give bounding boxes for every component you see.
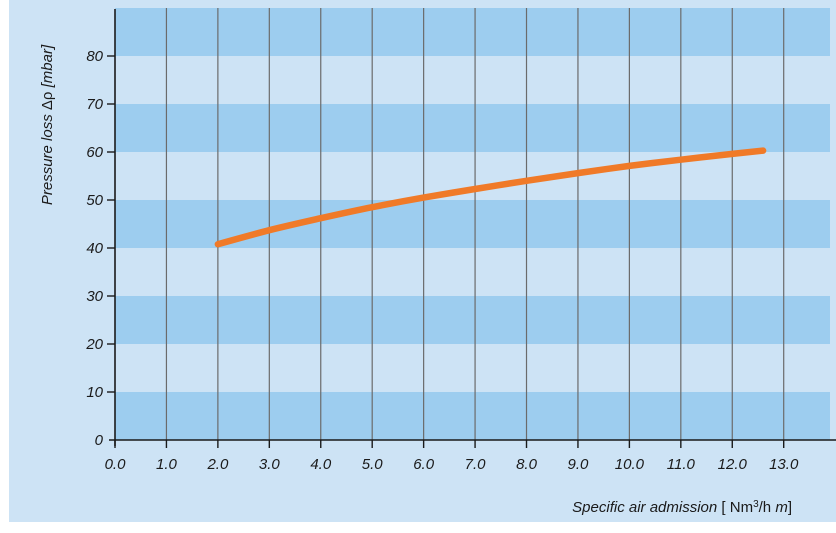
x-tick-label: 1.0 [156,456,178,473]
band-10-20 [115,344,830,392]
x-axis-title: Specific air admission [ Nm3/h m] [572,499,792,516]
pressure-loss-curve [214,147,767,248]
x-tick-label: 5.0 [362,456,384,473]
series-layer [214,147,767,248]
y-tick-label: 70 [86,96,103,113]
tick-labels: 0.0 1.0 2.0 3.0 4.0 5.0 6.0 7.0 8.0 9.0 10.0 11.0 12… [85,48,799,473]
y-tick-label: 20 [85,336,103,353]
y-tick-label: 0 [95,432,104,449]
y-tick-label: 40 [86,240,103,257]
vertical-gridlines [165,8,785,440]
y-tick-label: 50 [86,192,103,209]
y-tick-label: 60 [86,144,103,161]
y-tick-label: 30 [86,288,103,305]
x-tick-label: 4.0 [310,456,332,473]
x-tick-label: 0.0 [105,456,127,473]
x-tick-label: 12.0 [718,456,748,473]
x-tick-label: 9.0 [568,456,590,473]
x-tick-label: 2.0 [206,456,229,473]
x-tick-label: 11.0 [667,456,696,473]
plot-bands [115,8,830,440]
band-30-40 [115,248,830,296]
y-tick-label: 10 [86,384,103,401]
band-50-60 [115,152,830,200]
x-tick-label: 3.0 [259,456,281,473]
band-60-70 [115,104,830,152]
band-70-80 [115,56,830,104]
x-tick-label: 10.0 [615,456,645,473]
band-80-90 [115,8,830,56]
axes [107,9,836,448]
x-tick-label: 8.0 [516,456,538,473]
x-tick-label: 6.0 [413,456,435,473]
y-axis-title: Pressure loss Δρ [mbar] [39,44,56,205]
y-tick-label: 80 [86,48,103,65]
band-0-10 [115,392,830,440]
x-tick-label: 13.0 [769,456,799,473]
x-tick-label: 7.0 [465,456,487,473]
band-20-30 [115,296,830,344]
